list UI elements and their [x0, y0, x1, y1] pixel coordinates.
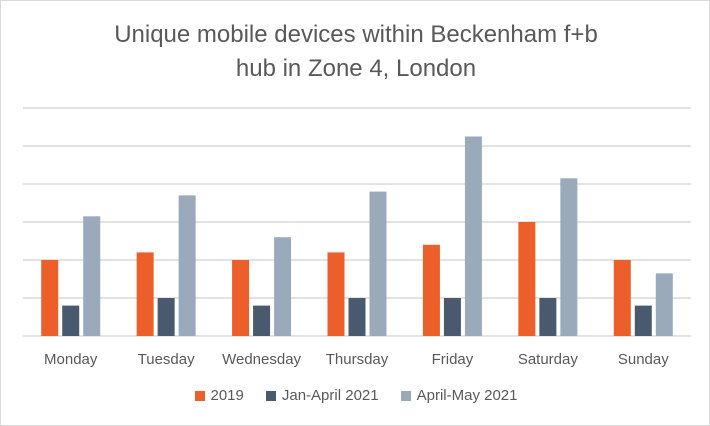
bar-thursday-2019: [327, 252, 345, 336]
legend-swatch: [265, 390, 276, 401]
x-tick-label: Friday: [432, 351, 474, 368]
bar-thursday-april-may-2021: [369, 191, 387, 336]
bar-friday-jan-april-2021: [443, 298, 461, 336]
chart-title-line2: hub in Zone 4, London: [235, 55, 477, 82]
bar-friday-april-may-2021: [464, 136, 482, 336]
legend-label: 2019: [210, 387, 244, 404]
bar-friday-2019: [422, 244, 440, 336]
x-tick-label: Saturday: [518, 351, 579, 368]
bar-monday-april-may-2021: [83, 216, 101, 336]
bar-wednesday-2019: [232, 260, 250, 336]
bar-saturday-april-may-2021: [560, 178, 578, 336]
x-tick-label: Sunday: [618, 351, 669, 368]
bar-sunday-jan-april-2021: [634, 305, 652, 336]
bar-sunday-2019: [613, 260, 631, 336]
bar-saturday-jan-april-2021: [539, 298, 557, 336]
x-tick-label: Monday: [44, 351, 98, 368]
x-tick-label: Thursday: [326, 351, 389, 368]
legend-label: Jan-April 2021: [281, 387, 379, 404]
bar-sunday-april-may-2021: [655, 273, 673, 336]
legend-item: April-May 2021: [400, 387, 518, 404]
legend-swatch: [400, 390, 411, 401]
legend: 2019 Jan-April 2021 April-May 2021: [1, 387, 709, 404]
legend-swatch: [194, 390, 205, 401]
legend-item: 2019: [194, 387, 244, 404]
x-tick-label: Wednesday: [222, 351, 301, 368]
bar-monday-jan-april-2021: [62, 305, 80, 336]
bar-tuesday-jan-april-2021: [157, 298, 175, 336]
x-tick-label: Tuesday: [138, 351, 195, 368]
bar-tuesday-2019: [136, 252, 154, 336]
bar-tuesday-april-may-2021: [178, 195, 196, 336]
bar-wednesday-april-may-2021: [274, 237, 292, 336]
bar-thursday-jan-april-2021: [348, 298, 366, 336]
bar-monday-2019: [41, 260, 59, 336]
legend-label: April-May 2021: [416, 387, 518, 404]
bar-wednesday-jan-april-2021: [253, 305, 271, 336]
legend-item: Jan-April 2021: [265, 387, 379, 404]
bar-saturday-2019: [518, 222, 536, 336]
chart-title-line1: Unique mobile devices within Beckenham f…: [114, 21, 598, 48]
